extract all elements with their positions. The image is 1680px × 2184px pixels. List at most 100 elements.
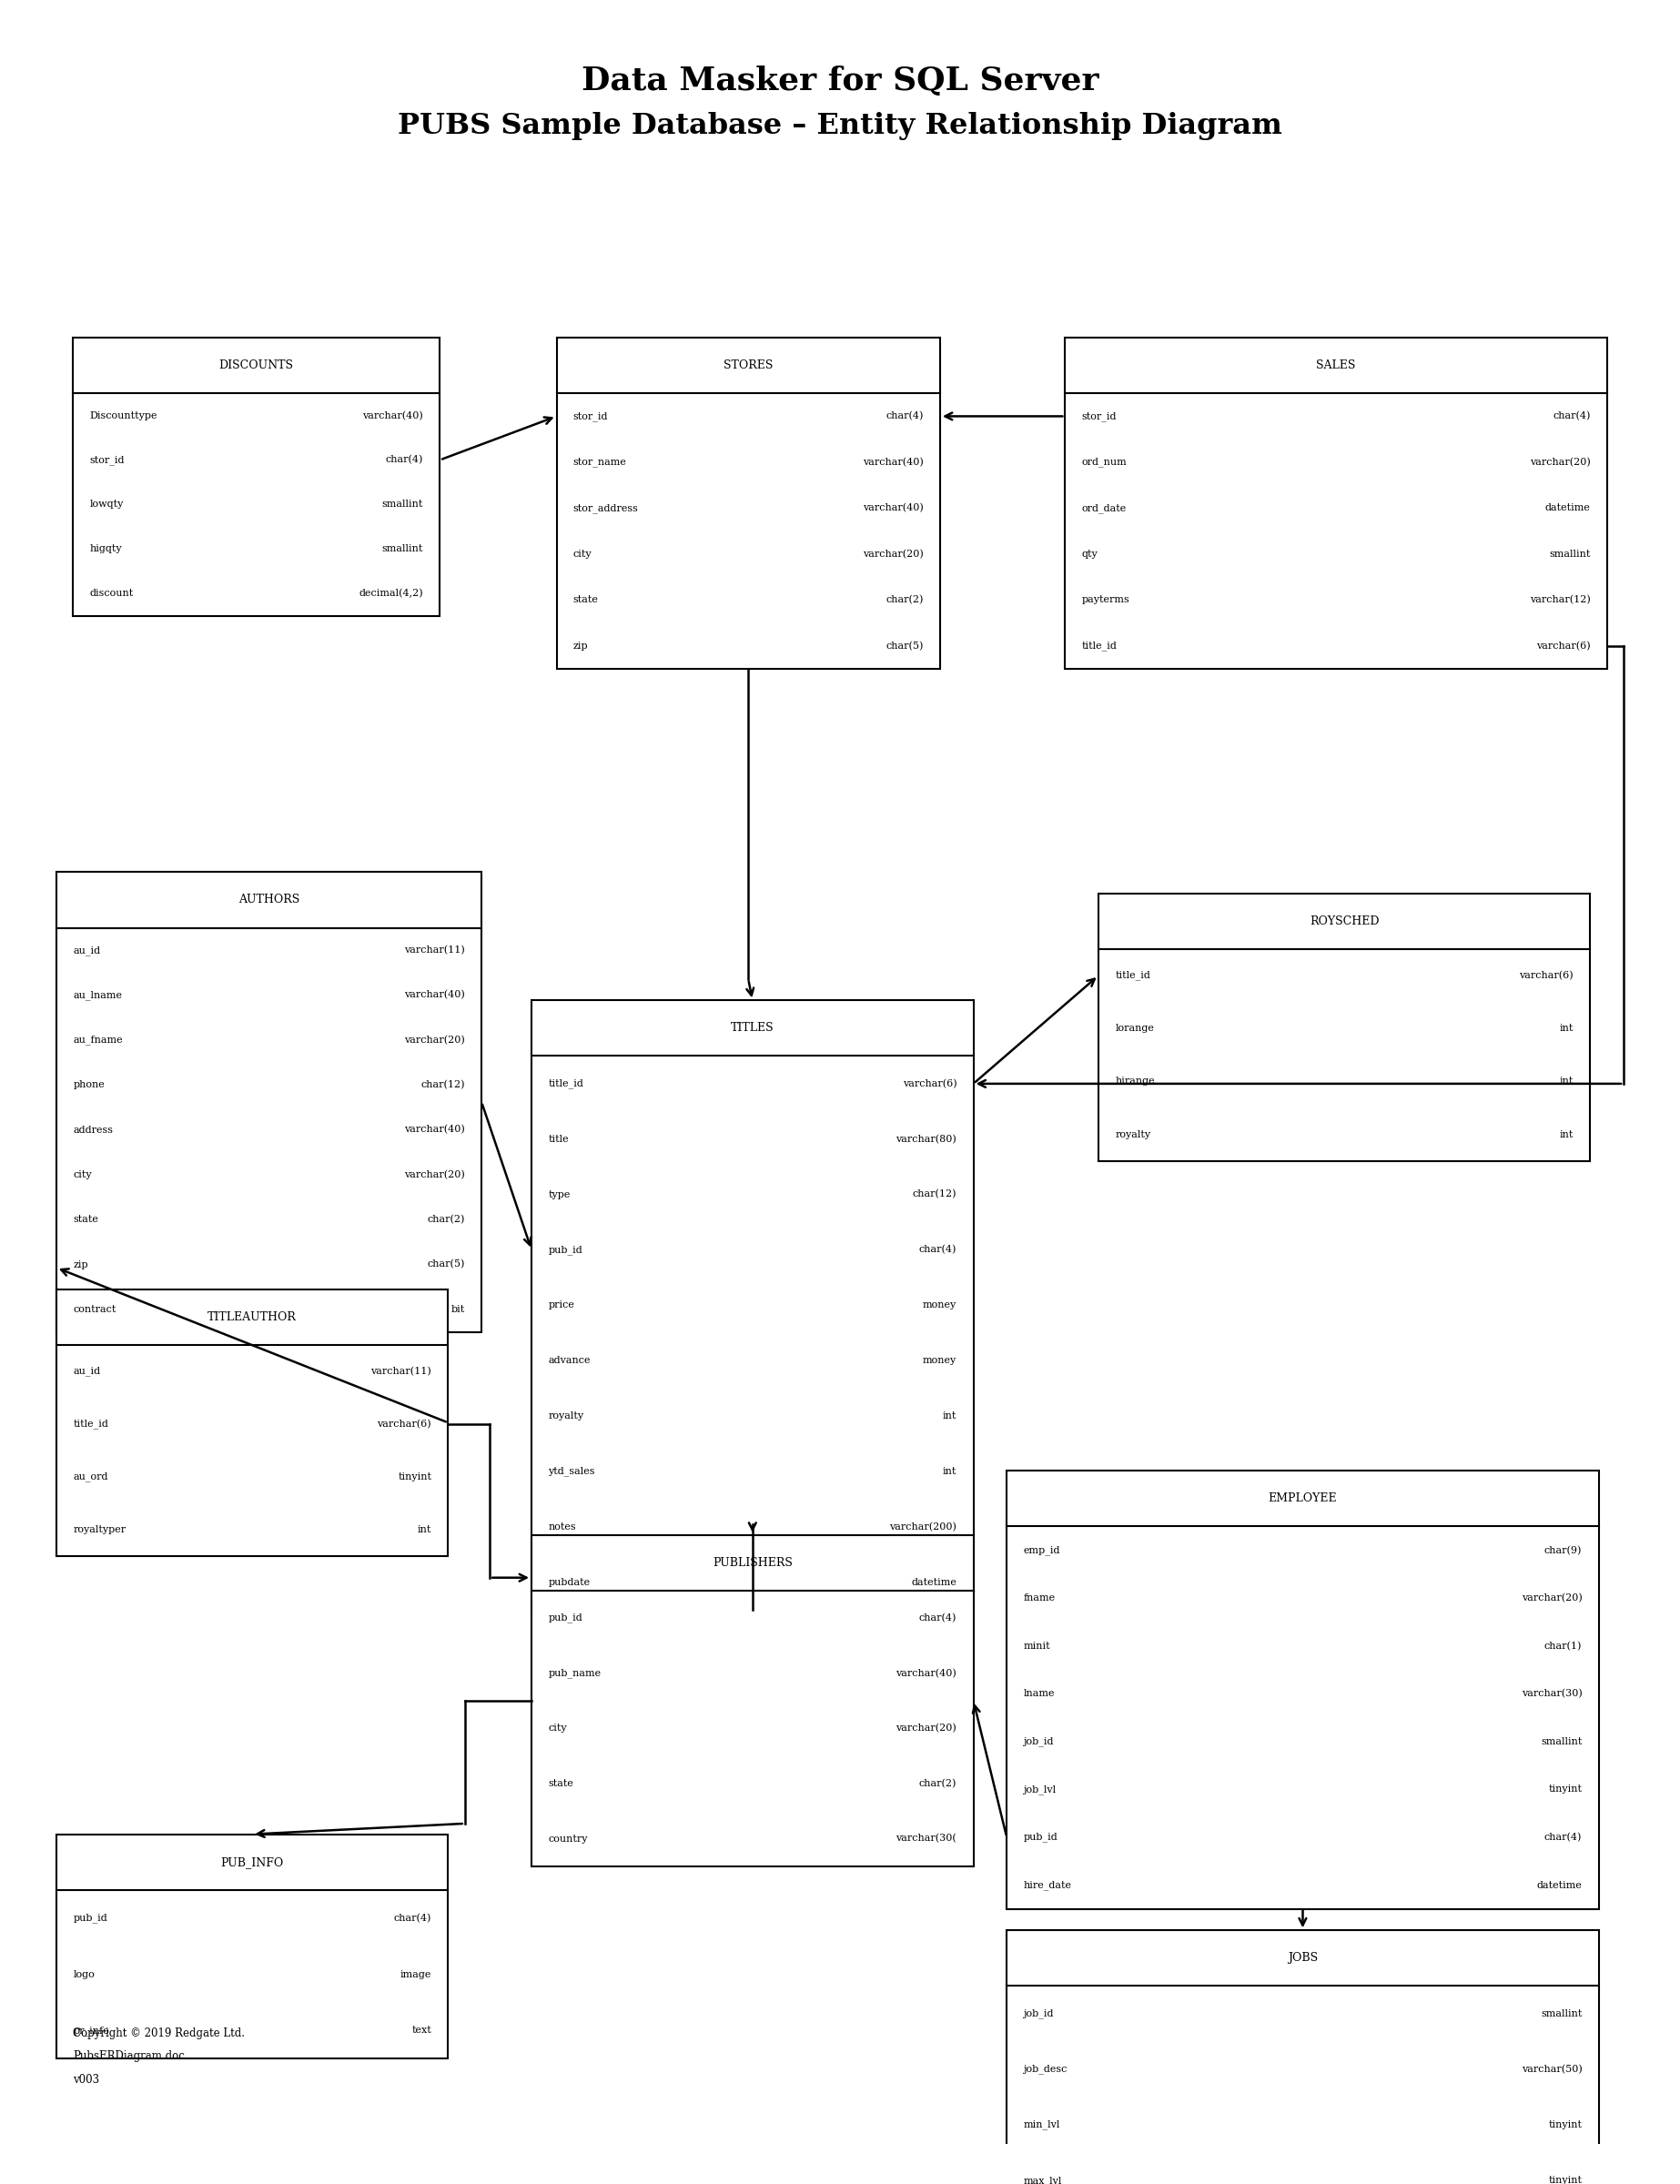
Text: fname: fname — [1023, 1594, 1055, 1603]
Bar — [57, 1835, 449, 2060]
Text: ROYSCHED: ROYSCHED — [1310, 915, 1379, 928]
Text: PubsERDiagram.doc: PubsERDiagram.doc — [72, 2051, 185, 2062]
Text: tinyint: tinyint — [1549, 2121, 1583, 2129]
Text: stor_id: stor_id — [1082, 411, 1117, 422]
Text: varchar(40): varchar(40) — [862, 505, 924, 513]
Text: ord_date: ord_date — [1082, 502, 1127, 513]
Bar — [1006, 1931, 1599, 2184]
Text: money: money — [922, 1356, 956, 1365]
Text: title_id: title_id — [548, 1079, 583, 1088]
Text: zip: zip — [573, 642, 588, 651]
Text: pub_id: pub_id — [1023, 1832, 1058, 1841]
Text: varchar(20): varchar(20) — [862, 550, 924, 559]
Text: varchar(12): varchar(12) — [1529, 596, 1591, 605]
Text: EMPLOYEE: EMPLOYEE — [1268, 1492, 1337, 1505]
Text: smallint: smallint — [1541, 2009, 1583, 2018]
Text: PUB_INFO: PUB_INFO — [220, 1856, 284, 1867]
Text: char(12): char(12) — [912, 1190, 956, 1199]
Text: varchar(6): varchar(6) — [1536, 642, 1591, 651]
Text: TITLES: TITLES — [731, 1022, 774, 1035]
Text: varchar(20): varchar(20) — [405, 1035, 465, 1044]
Text: au_id: au_id — [72, 1367, 101, 1376]
Text: char(4): char(4) — [393, 1913, 432, 1922]
Text: smallint: smallint — [381, 544, 423, 553]
Text: au_fname: au_fname — [72, 1035, 123, 1044]
Text: datetime: datetime — [1537, 1880, 1583, 1889]
Text: Copyright © 2019 Redgate Ltd.: Copyright © 2019 Redgate Ltd. — [72, 2027, 245, 2040]
Text: varchar(6): varchar(6) — [902, 1079, 956, 1088]
Text: max_lvl: max_lvl — [1023, 2175, 1062, 2184]
Text: char(4): char(4) — [1552, 411, 1591, 422]
Text: AUTHORS: AUTHORS — [239, 893, 299, 906]
Text: address: address — [72, 1125, 113, 1133]
Text: ord_num: ord_num — [1082, 456, 1127, 467]
Text: title_id: title_id — [1082, 642, 1117, 651]
Text: varchar(40): varchar(40) — [363, 411, 423, 419]
Text: datetime: datetime — [1546, 505, 1591, 513]
Text: varchar(20): varchar(20) — [1520, 1594, 1583, 1603]
Text: Discounttype: Discounttype — [89, 411, 158, 419]
Text: state: state — [548, 1780, 573, 1789]
Text: type: type — [548, 1190, 571, 1199]
Text: decimal(4,2): decimal(4,2) — [360, 590, 423, 598]
Text: title: title — [548, 1133, 570, 1144]
Bar — [531, 1535, 973, 1867]
Text: lowqty: lowqty — [89, 500, 124, 509]
Text: advance: advance — [548, 1356, 591, 1365]
Text: int: int — [1559, 1129, 1574, 1138]
Text: min_lvl: min_lvl — [1023, 2121, 1060, 2129]
Text: char(4): char(4) — [919, 1614, 956, 1623]
Text: v003: v003 — [72, 2075, 99, 2086]
Text: city: city — [573, 550, 591, 559]
Text: varchar(11): varchar(11) — [405, 946, 465, 954]
Text: JOBS: JOBS — [1287, 1952, 1317, 1963]
Text: lorange: lorange — [1116, 1024, 1154, 1033]
Text: int: int — [942, 1411, 956, 1420]
Bar — [556, 339, 941, 668]
Text: varchar(11): varchar(11) — [371, 1367, 432, 1376]
Text: smallint: smallint — [1541, 1736, 1583, 1747]
Text: price: price — [548, 1302, 575, 1310]
Text: int: int — [418, 1524, 432, 1535]
Text: zip: zip — [72, 1260, 87, 1269]
Text: char(5): char(5) — [885, 642, 924, 651]
Bar — [531, 1000, 973, 1610]
Text: smallint: smallint — [1549, 550, 1591, 559]
Text: city: city — [548, 1723, 566, 1732]
Text: DISCOUNTS: DISCOUNTS — [218, 360, 294, 371]
Text: state: state — [72, 1214, 99, 1223]
Text: char(4): char(4) — [1544, 1832, 1583, 1841]
Text: varchar(200): varchar(200) — [889, 1522, 956, 1531]
Bar — [1006, 1470, 1599, 1909]
Text: char(1): char(1) — [1544, 1640, 1583, 1651]
Text: pub_name: pub_name — [548, 1669, 601, 1677]
Text: varchar(30(: varchar(30( — [895, 1835, 956, 1843]
Text: tinyint: tinyint — [398, 1472, 432, 1481]
Text: phone: phone — [72, 1081, 104, 1090]
Text: SALES: SALES — [1317, 360, 1356, 371]
Bar — [57, 871, 482, 1332]
Text: hirange: hirange — [1116, 1077, 1154, 1085]
Text: smallint: smallint — [381, 500, 423, 509]
Text: varchar(80): varchar(80) — [895, 1133, 956, 1144]
Bar — [57, 1289, 449, 1557]
Text: job_desc: job_desc — [1023, 2064, 1067, 2075]
Text: varchar(20): varchar(20) — [405, 1171, 465, 1179]
Bar — [72, 339, 440, 616]
Text: country: country — [548, 1835, 588, 1843]
Text: Data Masker for SQL Server: Data Masker for SQL Server — [581, 66, 1099, 96]
Text: royalty: royalty — [1116, 1129, 1151, 1138]
Text: qty: qty — [1082, 550, 1099, 559]
Text: title_id: title_id — [1116, 970, 1151, 981]
Text: char(9): char(9) — [1544, 1546, 1583, 1555]
Text: pub_id: pub_id — [548, 1245, 583, 1254]
Text: varchar(40): varchar(40) — [405, 989, 465, 1000]
Text: varchar(40): varchar(40) — [895, 1669, 956, 1677]
Text: varchar(40): varchar(40) — [405, 1125, 465, 1133]
Text: tinyint: tinyint — [1549, 2175, 1583, 2184]
Text: stor_address: stor_address — [573, 502, 638, 513]
Text: char(12): char(12) — [420, 1081, 465, 1090]
Text: varchar(20): varchar(20) — [1529, 456, 1591, 467]
Text: bit: bit — [450, 1304, 465, 1315]
Text: discount: discount — [89, 590, 134, 598]
